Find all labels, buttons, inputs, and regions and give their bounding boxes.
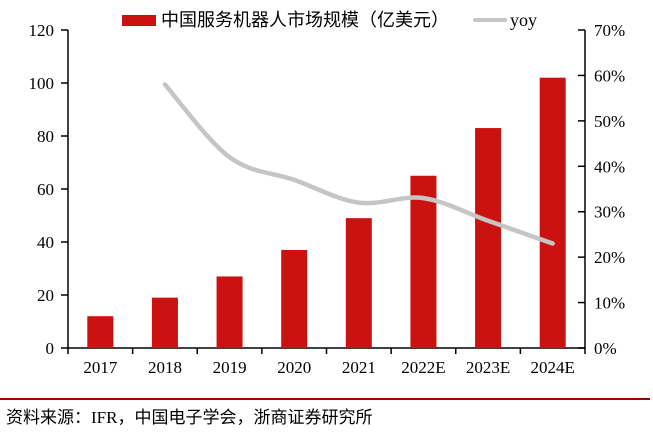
left-axis-tick-label: 60 [37,180,54,199]
x-axis-category-label: 2018 [148,358,182,377]
bar-2017 [87,316,114,348]
x-axis-category-label: 2019 [213,358,247,377]
right-axis-tick-label: 70% [594,21,625,40]
left-axis-tick-label: 0 [46,339,55,358]
x-axis-category-label: 2023E [466,358,510,377]
bar-2022E [410,175,437,348]
right-axis-tick-label: 60% [594,66,625,85]
right-axis-tick-label: 50% [594,112,625,131]
left-axis-tick-label: 40 [37,233,54,252]
bar-2018 [151,297,178,348]
yoy-line [162,82,555,246]
right-axis-tick-label: 0% [594,339,617,358]
left-axis-tick-label: 20 [37,286,54,305]
chart-canvas: 0 20 40 60 80 100 120 0% 10% 20% 30% 40% 50% 60% 70% 20… [29,21,626,377]
bar-2021 [345,218,372,348]
x-axis-category-label: 2020 [277,358,311,377]
bar-2019 [216,276,243,348]
legend: 中国服务机器人市场规模（亿美元） yoy [122,9,537,31]
right-axis-tick-label: 30% [594,203,625,222]
legend-bar-label: 中国服务机器人市场规模（亿美元） [161,10,449,30]
x-axis-category-label: 2024E [530,358,574,377]
left-axis-tick-label: 120 [29,21,55,40]
right-axis-tick-label: 20% [594,248,625,267]
footer-divider [0,398,650,400]
legend-line-swatch [473,18,507,22]
x-axis-category-label: 2021 [342,358,376,377]
legend-line-label: yoy [510,10,537,30]
legend-bar-swatch [122,14,156,26]
source-text: 资料来源：IFR，中国电子学会，浙商证券研究所 [6,408,373,427]
right-axis-tick-label: 10% [594,294,625,313]
bar-2023E [475,128,502,348]
x-axis-category-label: 2017 [83,358,118,377]
bar-2024E [539,77,566,348]
right-axis-tick-label: 40% [594,157,625,176]
left-axis-tick-label: 80 [37,127,54,146]
left-axis-tick-label: 100 [29,74,55,93]
bar-2020 [281,249,308,348]
x-axis-category-label: 2022E [401,358,445,377]
